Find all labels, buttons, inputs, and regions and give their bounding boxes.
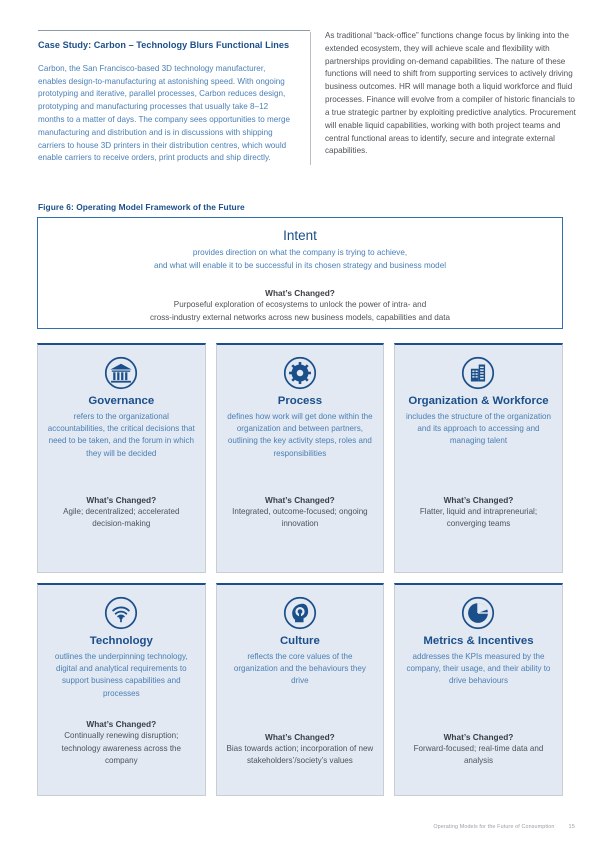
card-description: outlines the underpinning technology, di… (54, 651, 188, 698)
card-spacer (226, 460, 375, 495)
pie-chart-icon (462, 596, 495, 630)
footer-page-number: 15 (568, 824, 575, 830)
right-column-body: As traditional “back-office” functions c… (325, 31, 576, 156)
card-title: Technology (89, 635, 153, 647)
intent-whats-changed-line-2: cross-industry external networks across … (149, 312, 451, 322)
card-description: refers to the organizational accountabil… (47, 411, 195, 458)
card-whats-changed-heading: What’s Changed? (265, 494, 335, 505)
card-title: Governance (88, 395, 155, 407)
footer-title: Operating Models for the Future of Consu… (433, 824, 555, 830)
card-description: reflects the core values of the organiza… (233, 651, 366, 686)
case-study-heading: Case Study: Carbon – Technology Blurs Fu… (38, 40, 290, 50)
card-title: Metrics & Incentives (423, 635, 534, 647)
card-whats-changed: What’s Changed? Continually renewing dis… (47, 719, 196, 769)
case-study-body: Carbon, the San Francisco-based 3D techn… (38, 63, 291, 163)
card-process: Process defines how work will get done w… (215, 343, 385, 573)
head-profile-icon (283, 596, 316, 630)
card-whats-changed: What’s Changed? Agile; decentralized; ac… (47, 495, 196, 532)
card-description: defines how work will get done within th… (227, 411, 373, 458)
card-whats-changed: What’s Changed? Forward-focused; real-ti… (404, 732, 553, 769)
card-description: addresses the KPIs measured by the compa… (406, 651, 551, 686)
gear-icon (283, 356, 316, 390)
intent-line-1: provides direction on what the company i… (192, 248, 408, 258)
card-title: Organization & Workforce (408, 395, 549, 407)
case-study-column: Case Study: Carbon – Technology Blurs Fu… (38, 30, 310, 165)
card-metrics-incentives: Metrics & Incentives addresses the KPIs … (394, 583, 563, 796)
column-divider (310, 32, 311, 166)
figure-caption: Figure 6: Operating Model Framework of t… (38, 202, 245, 212)
card-title: Culture (279, 635, 320, 647)
card-whats-changed-body: Bias towards action; incorporation of ne… (226, 743, 374, 765)
wifi-signal-icon (105, 596, 138, 630)
card-whats-changed: What’s Changed? Flatter, liquid and intr… (404, 495, 553, 532)
card-spacer (47, 460, 196, 495)
card-spacer (404, 688, 553, 732)
office-building-icon (462, 356, 495, 390)
card-whats-changed-heading: What’s Changed? (86, 719, 157, 730)
card-whats-changed: What’s Changed? Integrated, outcome-focu… (226, 495, 375, 532)
card-whats-changed-body: Continually renewing disruption; technol… (61, 731, 182, 765)
card-row-top: Governance refers to the organizational … (37, 343, 563, 573)
heading-rule (38, 30, 310, 31)
card-whats-changed-body: Flatter, liquid and intrapreneurial; con… (419, 506, 538, 528)
card-title: Process (277, 395, 323, 407)
card-governance: Governance refers to the organizational … (37, 343, 206, 573)
card-whats-changed: What’s Changed? Bias towards action; inc… (226, 732, 375, 769)
intent-whats-changed-heading: What’s Changed? (265, 288, 335, 299)
bank-building-icon (105, 356, 138, 390)
card-technology: Technology outlines the underpinning tec… (37, 583, 206, 796)
card-whats-changed-heading: What’s Changed? (443, 494, 514, 505)
right-text-column: As traditional “back-office” functions c… (311, 30, 578, 165)
intent-title: Intent (283, 228, 317, 243)
card-row-bottom: Technology outlines the underpinning tec… (37, 583, 563, 796)
card-spacer (404, 448, 553, 495)
card-whats-changed-body: Integrated, outcome-focused; ongoing inn… (232, 506, 368, 528)
top-text-section: Case Study: Carbon – Technology Blurs Fu… (38, 30, 578, 166)
card-whats-changed-body: Agile; decentralized; accelerated decisi… (63, 506, 180, 528)
intent-whats-changed-line-1: Purposeful exploration of ecosystems to … (173, 300, 427, 310)
card-description: includes the structure of the organizati… (406, 411, 551, 446)
intent-line-2: and what will enable it to be successful… (154, 260, 446, 270)
card-spacer (47, 700, 196, 720)
card-whats-changed-heading: What’s Changed? (443, 731, 514, 742)
card-whats-changed-heading: What’s Changed? (265, 731, 335, 742)
page-footer: Operating Models for the Future of Consu… (433, 824, 575, 830)
card-organization-workforce: Organization & Workforce includes the st… (394, 343, 563, 573)
operating-model-card-grid: Governance refers to the organizational … (37, 343, 563, 796)
card-spacer (226, 688, 375, 732)
card-whats-changed-body: Forward-focused; real-time data and anal… (413, 743, 544, 765)
intent-box: Intent provides direction on what the co… (37, 217, 563, 329)
card-culture: Culture reflects the core values of the … (215, 583, 385, 796)
card-whats-changed-heading: What’s Changed? (86, 494, 157, 505)
